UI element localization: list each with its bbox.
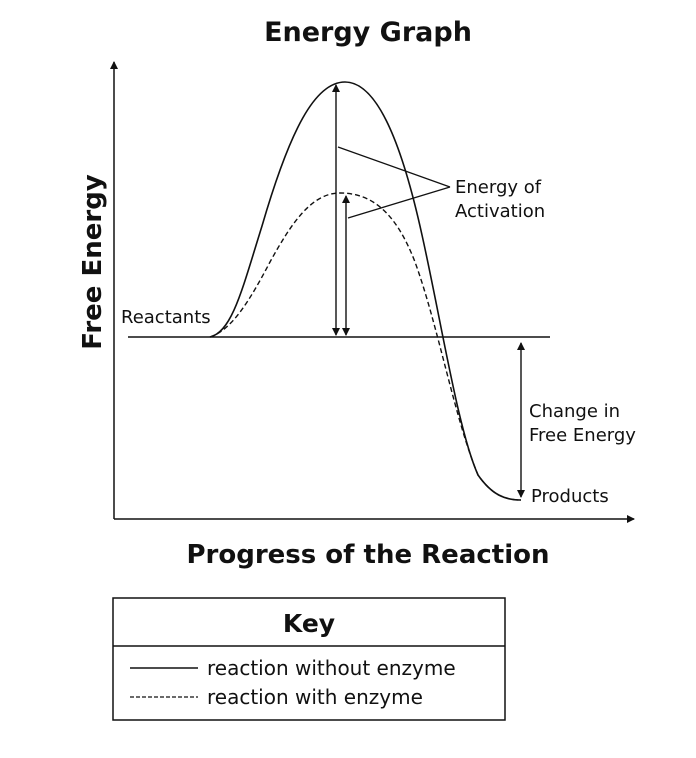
delta-g-label-line2: Free Energy xyxy=(529,425,636,446)
key-item-without-enzyme: reaction without enzyme xyxy=(207,656,456,680)
key-item-with-enzyme: reaction with enzyme xyxy=(207,685,423,709)
products-label: Products xyxy=(531,486,609,507)
key-title: Key xyxy=(283,609,335,638)
diagram-title: Energy Graph xyxy=(264,17,472,48)
delta-g-label: Change in Free Energy xyxy=(529,401,636,446)
delta-g-label-line1: Change in xyxy=(529,401,620,422)
activation-label-line2: Activation xyxy=(455,201,545,222)
x-axis-label: Progress of the Reaction xyxy=(187,540,550,570)
curve-without-enzyme xyxy=(209,81,522,501)
key-box: Key reaction without enzyme reaction wit… xyxy=(112,597,506,721)
activation-label-line1: Energy of xyxy=(455,177,542,198)
reactants-label: Reactants xyxy=(121,307,211,328)
curve-with-enzyme xyxy=(209,192,522,501)
activation-pointer-lower xyxy=(347,186,451,219)
y-axis-label: Free Energy xyxy=(78,174,108,350)
activation-label: Energy of Activation xyxy=(455,177,547,222)
key-border xyxy=(112,597,506,721)
activation-pointer-upper xyxy=(337,146,451,188)
